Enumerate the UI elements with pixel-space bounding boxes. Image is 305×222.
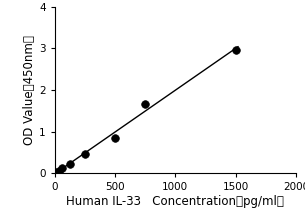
Point bbox=[60, 166, 65, 170]
Point bbox=[52, 170, 57, 174]
Point bbox=[233, 48, 238, 51]
X-axis label: Human IL-33   Concentration（pg/ml）: Human IL-33 Concentration（pg/ml） bbox=[66, 195, 284, 208]
Point bbox=[67, 162, 72, 166]
Point bbox=[113, 136, 117, 140]
Y-axis label: OD Value（450nm）: OD Value（450nm） bbox=[23, 35, 37, 145]
Point bbox=[83, 152, 88, 156]
Point bbox=[56, 169, 61, 172]
Point bbox=[143, 103, 148, 106]
